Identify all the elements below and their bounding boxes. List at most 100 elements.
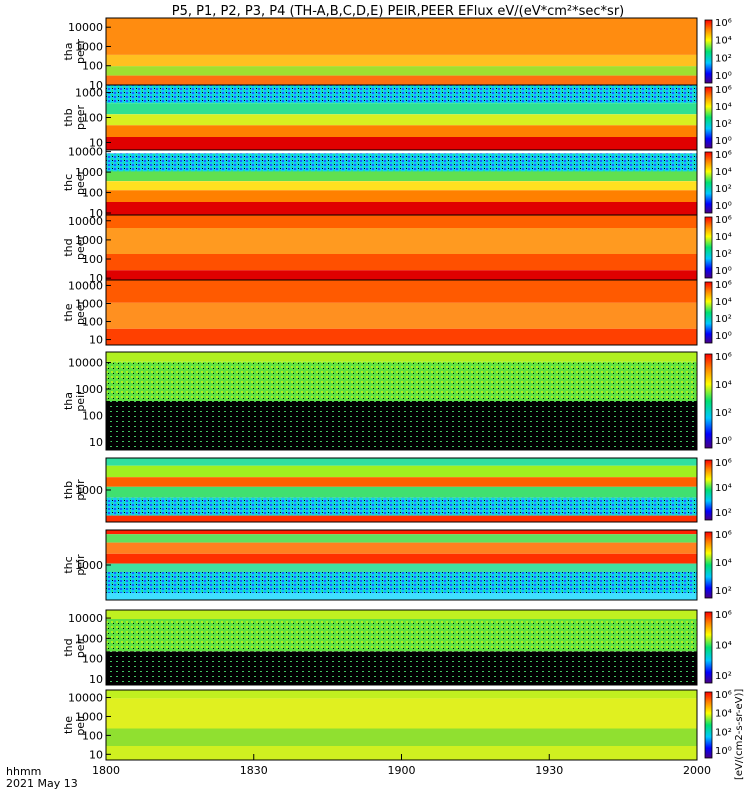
y-label-species: peer xyxy=(74,105,87,131)
y-label-species: peer xyxy=(74,170,87,196)
spectrogram-band xyxy=(106,486,697,498)
y-tick-label: 10 xyxy=(89,673,103,686)
spectrogram-band xyxy=(106,18,697,55)
colorbar-tick-label: 10⁰ xyxy=(715,266,732,277)
y-tick-label: 100 xyxy=(82,60,103,73)
panel-thd-peer: 10 100 1000 10000 thd peer 10⁶ 10⁴ 10² 10⁰ xyxy=(62,214,732,285)
y-tick-label: 10000 xyxy=(68,21,103,34)
y-tick-label: 10 xyxy=(89,334,103,347)
spectrogram-band xyxy=(106,66,697,76)
y-tick-label: 10 xyxy=(89,79,103,92)
chart-title: P5, P1, P2, P3, P4 (TH-A,B,C,D,E) PEIR,P… xyxy=(172,4,625,19)
colorbar xyxy=(704,611,713,684)
y-tick-label: 1000 xyxy=(75,559,103,572)
colorbar-tick-label: 10⁴ xyxy=(715,232,732,243)
spectrogram-band xyxy=(106,270,697,281)
colorbar xyxy=(704,459,713,521)
colorbar xyxy=(704,691,713,759)
y-tick-label: 1000 xyxy=(75,632,103,645)
spectrogram-band xyxy=(106,401,697,450)
panel-the-peir: 10 100 1000 10000 the peir 10⁶ 10⁴ 10² 10⁰ xyxy=(62,689,732,761)
spectrogram-band xyxy=(106,215,697,228)
spectrogram-band xyxy=(106,593,697,600)
colorbar-tick-label: 10⁶ xyxy=(715,18,732,29)
x-tick-label: 1800 xyxy=(92,764,120,777)
colorbar-tick-label: 10² xyxy=(715,727,732,738)
colorbar-tick-label: 10² xyxy=(715,53,732,64)
y-label-species: peer xyxy=(74,235,87,261)
spectrogram-band xyxy=(106,465,697,478)
spectrogram-band xyxy=(106,137,697,150)
colorbar-tick-label: 10⁰ xyxy=(715,331,732,342)
panel-frame xyxy=(105,279,698,346)
y-label-probe: the xyxy=(62,716,75,734)
spectrogram-band xyxy=(106,563,697,572)
y-label-species: peer xyxy=(74,39,87,65)
date-label: 2021 May 13 xyxy=(6,777,78,790)
y-tick-label: 1000 xyxy=(75,87,103,100)
colorbar-tick-label: 10⁴ xyxy=(715,641,732,652)
panel-the-peer: 10 100 1000 10000 the peer 10⁶ 10⁴ 10² 10⁰ xyxy=(62,279,732,346)
colorbar-tick-label: 10⁰ xyxy=(715,746,732,757)
spectrogram-band xyxy=(106,619,697,652)
spectrogram-band xyxy=(106,572,697,593)
colorbar-tick-label: 10² xyxy=(715,184,732,195)
colorbar-tick-label: 10⁴ xyxy=(715,709,732,720)
spectrogram-band xyxy=(106,328,697,346)
colorbar-tick-label: 10⁶ xyxy=(715,150,732,161)
spectrogram-band xyxy=(106,280,697,303)
x-tick-label: 2000 xyxy=(683,764,711,777)
colorbar-tick-label: 10⁶ xyxy=(715,530,732,541)
colorbar-tick-label: 10⁴ xyxy=(715,36,732,47)
colorbar-tick-label: 10² xyxy=(715,408,732,419)
spectrogram-band xyxy=(106,690,697,699)
y-tick-label: 100 xyxy=(82,316,103,329)
panel-thd-peir: 10 100 1000 10000 thd peir 10⁶ 10⁴ 10² xyxy=(62,609,732,686)
spectrogram-band xyxy=(106,75,697,85)
y-tick-label: 1000 xyxy=(75,166,103,179)
spectrogram-band xyxy=(106,190,697,202)
y-tick-label: 10000 xyxy=(68,279,103,292)
colorbar xyxy=(704,531,713,599)
colorbar-tick-label: 10⁰ xyxy=(715,201,732,212)
y-tick-label: 100 xyxy=(82,653,103,666)
spectrogram-band xyxy=(106,477,697,487)
spectrogram-band xyxy=(106,610,697,619)
y-tick-label: 1000 xyxy=(75,297,103,310)
panel-tha-peer: 10 100 1000 10000 tha peer 10⁶ 10⁴ 10² 10⁰ xyxy=(62,17,732,92)
spectrogram-band xyxy=(106,228,697,254)
spectrogram-band xyxy=(106,125,697,137)
y-label-probe: the xyxy=(62,303,75,321)
y-label-probe: thd xyxy=(62,238,75,256)
spectrogram-band xyxy=(106,534,697,543)
y-label-species: peir xyxy=(74,714,87,736)
y-tick-label: 1000 xyxy=(75,484,103,497)
y-tick-label: 1000 xyxy=(75,710,103,723)
spectrogram-band xyxy=(106,85,697,104)
y-tick-label: 100 xyxy=(82,253,103,266)
panel-tha-peir: 10 100 1000 10000 tha peir 10⁶ 10⁴ 10² 10⁰ xyxy=(62,351,732,451)
x-tick-label: 1900 xyxy=(388,764,416,777)
spectrogram-band xyxy=(106,542,697,554)
y-tick-label: 100 xyxy=(82,410,103,423)
colorbar xyxy=(704,353,713,449)
spectrogram-band xyxy=(106,302,697,329)
spectrogram-band xyxy=(106,114,697,126)
colorbar-tick-label: 10⁶ xyxy=(715,458,732,469)
y-label-probe: thb xyxy=(62,108,75,126)
spectrogram-band xyxy=(106,171,697,182)
spectrogram-band xyxy=(106,352,697,362)
y-tick-label: 10000 xyxy=(68,612,103,625)
spectrogram-band xyxy=(106,150,697,154)
y-tick-label: 10000 xyxy=(68,357,103,370)
spectrogram-band xyxy=(106,458,697,466)
y-tick-label: 1000 xyxy=(75,383,103,396)
spectrogram-band xyxy=(106,54,697,67)
colorbar-tick-label: 10⁶ xyxy=(715,352,732,363)
y-tick-label: 100 xyxy=(82,187,103,200)
colorbar-tick-label: 10⁴ xyxy=(715,167,732,178)
y-label-species: peir xyxy=(74,554,87,576)
